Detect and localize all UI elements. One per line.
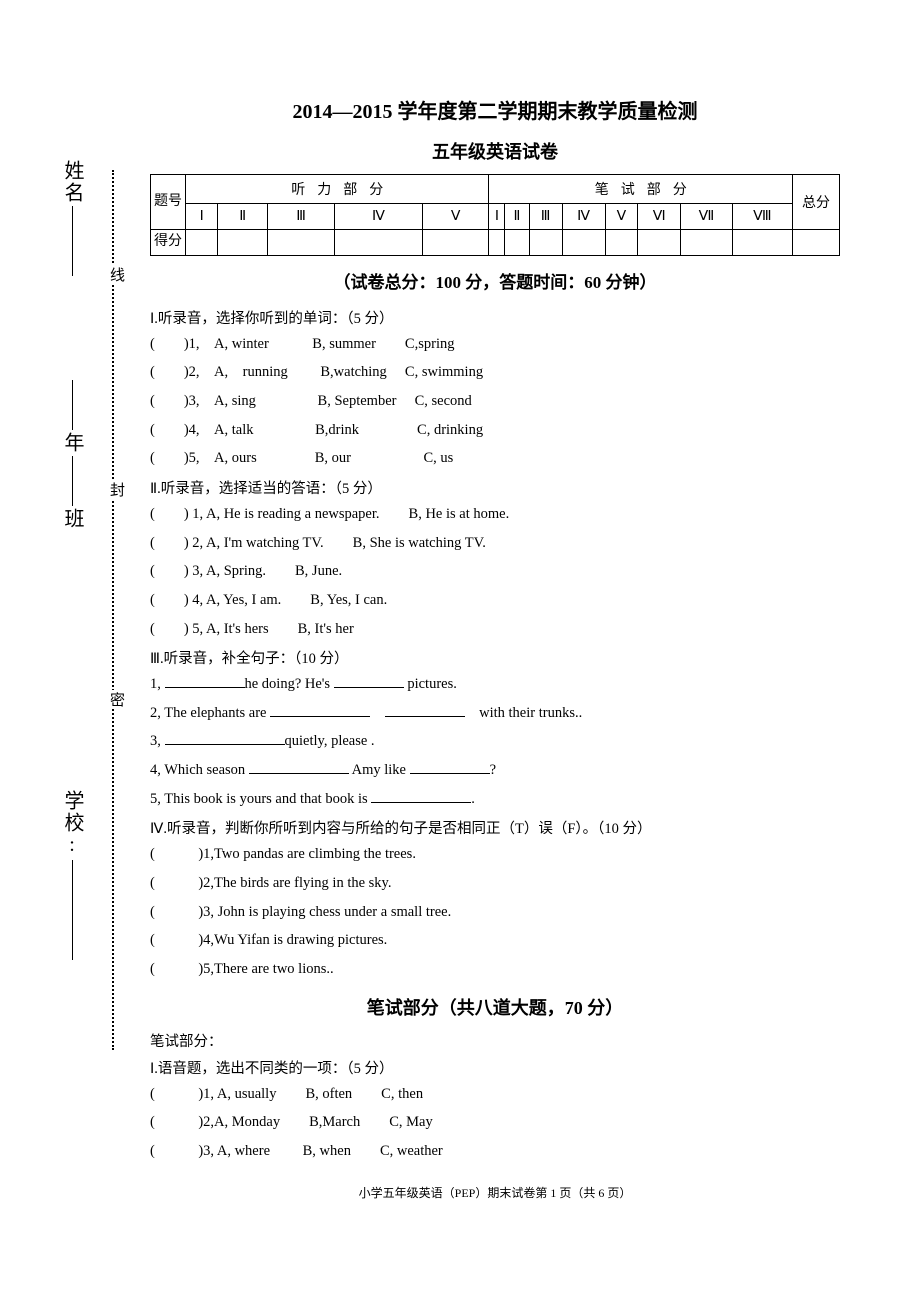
fill-item: 2, The elephants are with their trunks.. (150, 701, 840, 726)
col: Ⅶ (681, 204, 733, 230)
page-subtitle: 五年级英语试卷 (150, 138, 840, 164)
page-content: 2014—2015 学年度第二学期期末教学质量检测 五年级英语试卷 题号 听力部… (150, 0, 840, 1241)
seal-line (112, 170, 115, 1050)
total-header: 总分 (793, 175, 840, 230)
col: Ⅵ (638, 204, 681, 230)
q-item: ( ) 5, A, It's hers B, It's her (150, 617, 840, 642)
q-item: ( )1,Two pandas are climbing the trees. (150, 842, 840, 867)
page-footer: 小学五年级英语（PEP）期末试卷第 1 页（共 6 页） (150, 1184, 840, 1241)
section1-head: Ⅰ.听录音，选择你听到的单词：（5 分） (150, 307, 840, 328)
q-item: ( )4, A, talk B,drink C, drinking (150, 418, 840, 443)
roman-row: Ⅰ Ⅱ Ⅲ Ⅳ Ⅴ Ⅰ Ⅱ Ⅲ Ⅳ Ⅴ Ⅵ Ⅶ Ⅷ (151, 204, 840, 230)
col: Ⅰ (489, 204, 505, 230)
score-table: 题号 听力部分 笔试部分 总分 Ⅰ Ⅱ Ⅲ Ⅳ Ⅴ Ⅰ Ⅱ Ⅲ Ⅳ Ⅴ Ⅵ Ⅶ … (150, 174, 840, 256)
col: Ⅴ (422, 204, 489, 230)
q-item: ( )3, A, sing B, September C, second (150, 389, 840, 414)
col: Ⅰ (186, 204, 218, 230)
section4-head: Ⅳ.听录音，判断你所听到内容与所给的句子是否相同正（T）误（F）。（10 分） (150, 817, 840, 838)
binding-margin: 姓名 年班 学校: (50, 170, 90, 1070)
fill-item: 1, he doing? He's pictures. (150, 672, 840, 697)
written-header: 笔试部分 (489, 175, 793, 204)
fill-item: 3, quietly, please . (150, 729, 840, 754)
score-row-header: 得分 (151, 230, 186, 256)
class-label: 年班 (58, 380, 87, 530)
q-item: ( )1, A, winter B, summer C,spring (150, 332, 840, 357)
seal-line-char: 线 (106, 265, 127, 284)
col: Ⅱ (218, 204, 268, 230)
seal-mi-char: 密 (106, 690, 127, 709)
school-label: 学校: (58, 790, 87, 960)
q-item: ( )3, John is playing chess under a smal… (150, 900, 840, 925)
written-section-title: 笔试部分（共八道大题，70 分） (150, 994, 840, 1020)
page-title: 2014—2015 学年度第二学期期末教学质量检测 (150, 95, 840, 124)
total-score-line: （试卷总分：100 分，答题时间：60 分钟） (150, 268, 840, 293)
col: Ⅴ (605, 204, 638, 230)
section2-head: Ⅱ.听录音，选择适当的答语：（5 分） (150, 477, 840, 498)
row-header: 题号 (151, 175, 186, 230)
name-label: 姓名 (58, 160, 87, 276)
q-item: ( )5, A, ours B, our C, us (150, 446, 840, 471)
q-item: ( )2,The birds are flying in the sky. (150, 871, 840, 896)
col: Ⅲ (268, 204, 335, 230)
q-item: ( ) 1, A, He is reading a newspaper. B, … (150, 502, 840, 527)
col: Ⅳ (335, 204, 423, 230)
fill-item: 4, Which season Amy like ? (150, 758, 840, 783)
q-item: ( ) 4, A, Yes, I am. B, Yes, I can. (150, 588, 840, 613)
q-item: ( )4,Wu Yifan is drawing pictures. (150, 928, 840, 953)
q-item: ( )2,A, Monday B,March C, May (150, 1110, 840, 1135)
q-item: ( ) 3, A, Spring. B, June. (150, 559, 840, 584)
col: Ⅲ (529, 204, 562, 230)
q-item: ( )5,There are two lions.. (150, 957, 840, 982)
listening-header: 听力部分 (186, 175, 489, 204)
col: Ⅱ (505, 204, 529, 230)
col: Ⅳ (562, 204, 605, 230)
written-sub: 笔试部分： (150, 1030, 840, 1051)
q-item: ( )2, A, running B,watching C, swimming (150, 360, 840, 385)
col: Ⅷ (732, 204, 792, 230)
section5-head: Ⅰ.语音题，选出不同类的一项：（5 分） (150, 1057, 840, 1078)
section3-head: Ⅲ.听录音，补全句子：（10 分） (150, 647, 840, 668)
q-item: ( )1, A, usually B, often C, then (150, 1082, 840, 1107)
q-item: ( ) 2, A, I'm watching TV. B, She is wat… (150, 531, 840, 556)
fill-item: 5, This book is yours and that book is . (150, 787, 840, 812)
q-item: ( )3, A, where B, when C, weather (150, 1139, 840, 1164)
seal-feng-char: 封 (106, 480, 127, 499)
